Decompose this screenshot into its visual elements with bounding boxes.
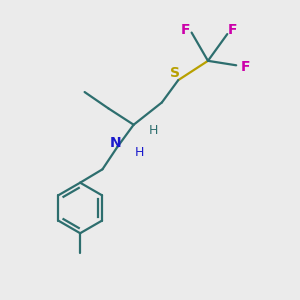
Text: F: F <box>181 22 190 37</box>
Text: H: H <box>148 124 158 137</box>
Text: S: S <box>170 66 180 80</box>
Text: F: F <box>228 22 237 37</box>
Text: H: H <box>135 146 144 160</box>
Text: N: N <box>110 136 122 151</box>
Text: F: F <box>240 60 250 74</box>
